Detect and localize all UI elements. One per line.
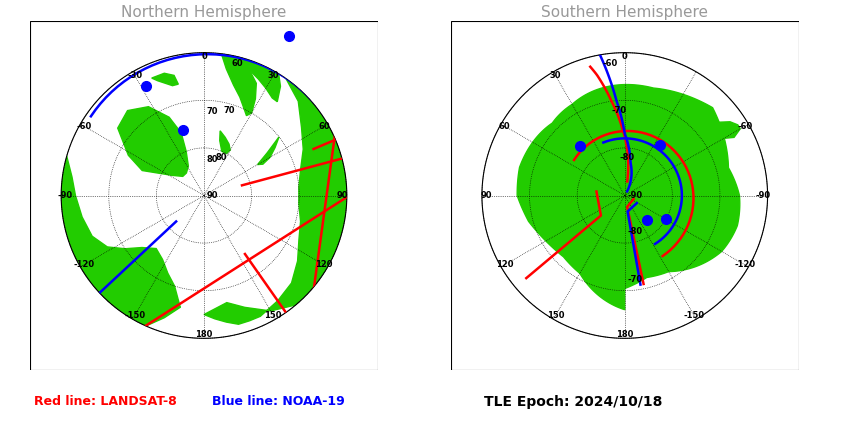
Text: -120: -120 [734, 260, 756, 269]
Text: 90: 90 [337, 191, 348, 200]
Polygon shape [117, 107, 189, 176]
Text: 180: 180 [196, 329, 212, 339]
Text: -120: -120 [73, 260, 94, 269]
Text: 90: 90 [207, 191, 218, 200]
Text: 30: 30 [268, 71, 279, 80]
Text: -150: -150 [124, 311, 145, 320]
Text: 30: 30 [550, 71, 561, 80]
Text: TLE Epoch: 2024/10/18: TLE Epoch: 2024/10/18 [484, 395, 663, 408]
Title: Southern Hemisphere: Southern Hemisphere [541, 5, 708, 20]
Polygon shape [178, 24, 280, 102]
Text: 80: 80 [207, 155, 218, 164]
Circle shape [482, 53, 768, 338]
Text: -90: -90 [756, 191, 771, 200]
Title: Northern Hemisphere: Northern Hemisphere [122, 5, 286, 20]
Text: -80: -80 [627, 227, 643, 236]
Text: 60: 60 [318, 122, 330, 131]
Polygon shape [151, 73, 178, 86]
Text: -30: -30 [128, 71, 142, 80]
Polygon shape [220, 131, 230, 153]
Text: -60: -60 [603, 59, 618, 68]
Text: -80: -80 [620, 153, 634, 162]
Text: -60: -60 [76, 122, 92, 131]
Text: 180: 180 [616, 329, 633, 339]
Polygon shape [204, 51, 377, 324]
Text: 70: 70 [224, 106, 235, 115]
Text: Red line: LANDSAT-8: Red line: LANDSAT-8 [34, 395, 177, 408]
Circle shape [61, 53, 347, 338]
Text: 60: 60 [499, 122, 511, 131]
Polygon shape [105, 272, 180, 326]
Text: 150: 150 [264, 311, 282, 320]
Text: 70: 70 [207, 108, 218, 116]
Text: Blue line: NOAA-19: Blue line: NOAA-19 [212, 395, 345, 408]
Text: 120: 120 [315, 260, 332, 269]
Text: -150: -150 [683, 311, 705, 320]
Polygon shape [517, 85, 740, 310]
Polygon shape [218, 44, 257, 116]
Text: 0: 0 [622, 52, 627, 62]
Text: -90: -90 [58, 191, 73, 200]
Text: 150: 150 [547, 311, 564, 320]
Polygon shape [704, 122, 740, 139]
Text: -90: -90 [627, 191, 643, 200]
Text: -70: -70 [627, 275, 643, 283]
Text: 90: 90 [480, 191, 492, 200]
Polygon shape [646, 226, 689, 258]
Text: 80: 80 [215, 153, 227, 162]
Text: 0: 0 [201, 52, 207, 62]
Polygon shape [0, 94, 180, 309]
Text: 60: 60 [232, 59, 243, 68]
Polygon shape [258, 137, 279, 164]
Text: 120: 120 [496, 260, 513, 269]
Text: -70: -70 [611, 106, 626, 115]
Text: -60: -60 [737, 122, 752, 131]
